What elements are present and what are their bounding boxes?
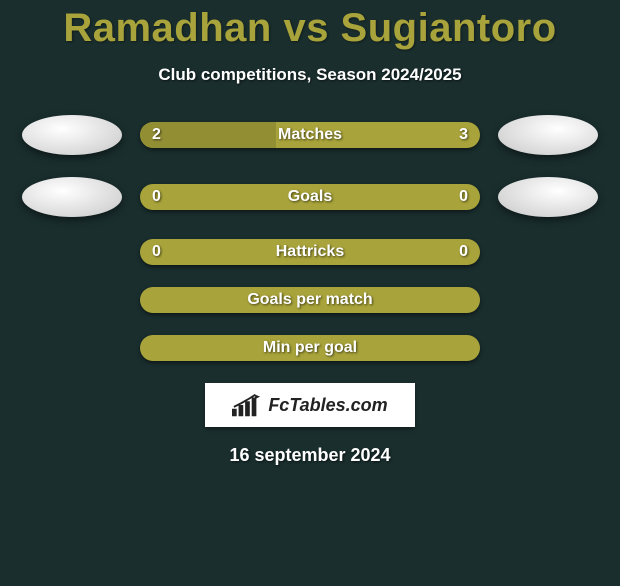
brand-label: FcTables.com [268, 395, 387, 416]
stat-bar-matches: 2 Matches 3 [140, 122, 480, 148]
brand-badge[interactable]: FcTables.com [205, 383, 415, 427]
stat-bar-hattricks: 0 Hattricks 0 [140, 239, 480, 265]
stat-label: Goals [288, 188, 332, 206]
stat-row: 0 Goals 0 [0, 177, 620, 217]
date-label: 16 september 2024 [0, 445, 620, 466]
stat-label: Goals per match [247, 291, 372, 309]
stat-bar-min-per-goal: Min per goal [140, 335, 480, 361]
player-avatar-left [22, 177, 122, 217]
stat-value-left: 0 [152, 188, 161, 206]
stat-value-left: 0 [152, 243, 161, 261]
stat-bar-goals: 0 Goals 0 [140, 184, 480, 210]
stat-row: 2 Matches 3 [0, 115, 620, 155]
stat-label: Matches [278, 126, 342, 144]
player-avatar-left [22, 115, 122, 155]
stat-value-right: 0 [459, 188, 468, 206]
stat-label: Min per goal [263, 339, 357, 357]
stat-value-right: 3 [459, 126, 468, 144]
chart-icon [232, 393, 262, 417]
stat-value-right: 0 [459, 243, 468, 261]
stat-bar-goals-per-match: Goals per match [140, 287, 480, 313]
player-avatar-right [498, 115, 598, 155]
stat-row: 0 Hattricks 0 [0, 239, 620, 265]
subtitle: Club competitions, Season 2024/2025 [0, 65, 620, 85]
stat-value-left: 2 [152, 126, 161, 144]
player-avatar-right [498, 177, 598, 217]
page-title: Ramadhan vs Sugiantoro [0, 6, 620, 51]
stat-rows: 2 Matches 3 0 Goals 0 0 Hattricks 0 G [0, 115, 620, 361]
stat-row: Goals per match [0, 287, 620, 313]
stat-row: Min per goal [0, 335, 620, 361]
stat-label: Hattricks [276, 243, 344, 261]
